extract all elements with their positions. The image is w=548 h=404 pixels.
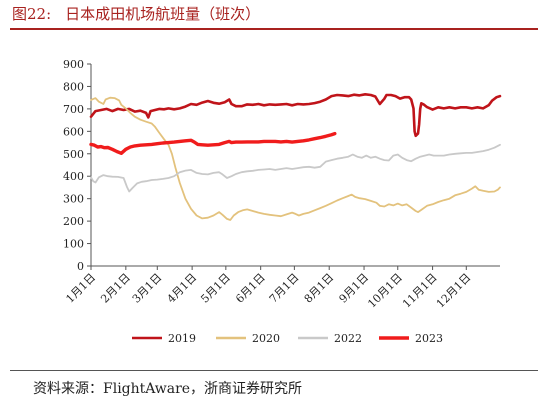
series-line-2019 — [89, 92, 502, 138]
legend-label-2023: 2023 — [415, 332, 443, 345]
x-tick-label: 7月1日 — [267, 271, 302, 306]
x-tick-label: 6月1日 — [233, 271, 268, 306]
title-rule — [10, 28, 538, 30]
x-tick-label: 10月1日 — [365, 271, 405, 311]
y-tick-label: 400 — [63, 170, 84, 183]
x-tick-label: 8月1日 — [302, 271, 337, 306]
legend-label-2019: 2019 — [168, 332, 196, 345]
x-tick-label: 1月1日 — [63, 271, 98, 306]
x-tick-label: 11月1日 — [400, 271, 440, 311]
line-chart: 0 100 200 300 400 500 600 700 800 900 1月1日 2月1日3月1… — [63, 58, 502, 345]
y-tick-label: 500 — [63, 148, 84, 161]
series-line-2022 — [90, 143, 501, 193]
y-tick-label: 800 — [63, 80, 84, 93]
x-tick-label: 4月1日 — [165, 271, 200, 306]
figure-number: 图22: — [12, 5, 52, 23]
x-tick-label: 3月1日 — [130, 271, 165, 306]
y-tick-label: 900 — [63, 58, 84, 71]
source-rule — [10, 370, 538, 371]
y-tick-label: 200 — [63, 215, 84, 228]
series-line-2023 — [89, 131, 337, 156]
x-tick-label: 12月1日 — [434, 271, 474, 311]
series-line-2020 — [90, 96, 501, 221]
figure-title: 图22: 日本成田机场航班量（班次） — [12, 3, 260, 24]
legend-label-2022: 2022 — [334, 332, 362, 345]
y-tick-label: 700 — [63, 103, 84, 116]
legend-label-2020: 2020 — [252, 332, 280, 345]
y-tick-label: 600 — [63, 125, 84, 138]
y-axis: 0 100 200 300 400 500 600 700 800 900 — [63, 58, 92, 273]
y-tick-label: 300 — [63, 193, 84, 206]
figure-title-text: 日本成田机场航班量（班次） — [65, 5, 261, 23]
y-tick-label: 0 — [77, 260, 84, 273]
x-tick-label: 5月1日 — [198, 271, 233, 306]
source-note: 资料来源：FlightAware，浙商证券研究所 — [33, 381, 303, 397]
series-layer — [89, 92, 502, 221]
legend: 2019 2020 2022 2023 — [132, 332, 443, 345]
x-tick-label: 2月1日 — [98, 271, 133, 306]
y-tick-label: 100 — [63, 238, 84, 251]
chart-area: 0 100 200 300 400 500 600 700 800 900 1月1日 2月1日 3月1… — [0, 32, 548, 362]
